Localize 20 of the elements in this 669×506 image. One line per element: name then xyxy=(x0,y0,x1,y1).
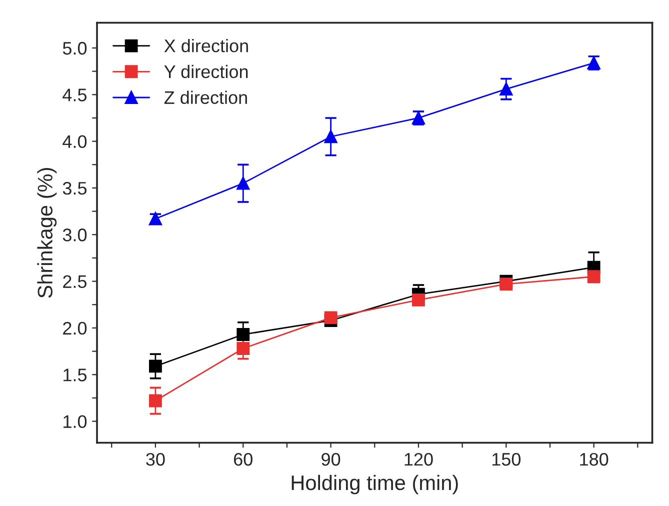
x-tick-label: 120 xyxy=(404,452,433,466)
x-tick-label: 60 xyxy=(234,452,252,466)
legend-label: Y direction xyxy=(164,64,248,78)
y-tick-label: 4.5 xyxy=(62,88,87,102)
legend-label: Z direction xyxy=(164,90,247,104)
y-tick-label: 2.0 xyxy=(63,322,87,335)
x-tick-label: 90 xyxy=(322,452,340,466)
x-tick-label: 150 xyxy=(492,452,521,466)
y-tick-label: 5.0 xyxy=(62,42,87,55)
y-tick-label: 1.5 xyxy=(64,368,87,382)
legend-label: X direction xyxy=(164,39,248,52)
x-tick-label: 180 xyxy=(580,452,608,466)
y-tick-label: 2.5 xyxy=(63,275,87,288)
y-tick-label: 4.0 xyxy=(62,135,87,148)
y-tick-label: 3.5 xyxy=(62,182,87,195)
y-tick-label: 3.0 xyxy=(62,228,87,242)
x-axis-title: Holding time (min) xyxy=(292,474,458,494)
y-tick-label: 1.0 xyxy=(64,415,87,428)
y-axis-title: Shrinkage (%) xyxy=(37,168,57,298)
x-tick-label: 30 xyxy=(146,452,165,466)
